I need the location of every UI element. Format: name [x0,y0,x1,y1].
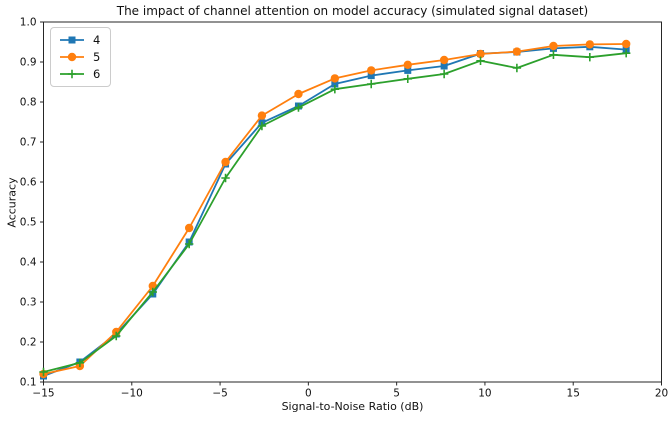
series-5-marker-circle [257,111,267,120]
series-5-marker-circle [439,55,449,65]
legend-square-sample-icon [60,36,84,44]
y-tick-label: 0.2 [20,337,37,349]
series-4-marker-square [404,66,412,74]
series-6-marker-plus [257,121,267,131]
x-tick-label: 10 [478,388,491,400]
series-6-marker-plus [75,358,85,367]
series-5-marker-circle [621,39,631,49]
x-tick-label: −5 [212,388,227,400]
series-6-marker-plus [621,49,631,58]
series-4-marker-square [367,72,375,80]
series-5-marker-circle [367,66,376,75]
y-tick-label: 0.8 [20,97,37,109]
series-6-marker-plus [39,367,48,377]
series-5-marker-circle [184,223,194,233]
y-tick-label: 0.6 [20,177,37,189]
y-tick-label: 1.0 [20,17,37,29]
x-axis-label: Signal-to-Noise Ratio (dB) [281,400,424,413]
y-tick-label: 0.9 [20,57,37,69]
x-tick-label: 15 [567,388,580,400]
series-6-marker-plus [367,79,376,89]
legend-label-6: 6 [93,67,101,81]
series-line-4 [42,45,628,377]
x-tick-label: −15 [32,388,54,400]
series-5-marker-circle [330,74,340,83]
series-6-marker-plus [294,103,303,112]
legend-item-5: 5 [59,50,100,64]
series-6-marker-plus [221,173,230,183]
y-tick-label: 0.5 [20,217,37,229]
series-6-marker-plus [112,331,121,341]
series-5-marker-circle [403,60,412,69]
x-tick-label: −10 [121,388,143,400]
x-tick-label: 20 [655,388,668,400]
y-tick-label: 0.1 [20,377,37,389]
series-6-marker-plus [148,287,157,297]
series-line-5 [42,43,628,375]
series-4-marker-square [331,80,339,88]
y-tick-label: 0.4 [20,257,37,269]
x-tick-label: 5 [393,388,400,400]
axes-frame [43,21,662,383]
series-5-marker-circle [585,40,595,49]
legend-plus-sample-icon [60,69,84,79]
series-6-marker-plus [184,239,194,249]
series-6-marker-plus [330,85,340,94]
y-tick-label: 0.3 [20,297,37,309]
series-5-marker-circle [476,49,485,59]
series-6-marker-plus [549,50,558,59]
y-axis-label: Accuracy [5,177,19,228]
series-6-marker-plus [585,53,595,62]
legend: 4 5 6 [50,27,112,87]
chart-title: The impact of channel attention on model… [116,4,589,18]
y-tick-label: 0.7 [20,137,37,149]
series-6-marker-plus [476,56,485,65]
series-6-marker-plus [403,74,412,83]
series-line-6 [42,52,628,373]
series-4-marker-square [440,62,448,70]
series-6-marker-plus [439,69,449,79]
series-6-marker-plus [512,63,522,73]
legend-item-4: 4 [59,33,100,47]
series-5-marker-circle [294,89,303,99]
legend-label-5: 5 [93,50,101,64]
legend-label-4: 4 [93,33,101,47]
legend-item-6: 6 [59,67,100,81]
x-tick-label: 0 [305,388,312,400]
legend-circle-sample-icon [60,52,84,62]
series-5-marker-circle [221,157,230,167]
series-5-marker-circle [549,41,558,51]
series-5-marker-circle [512,47,522,56]
